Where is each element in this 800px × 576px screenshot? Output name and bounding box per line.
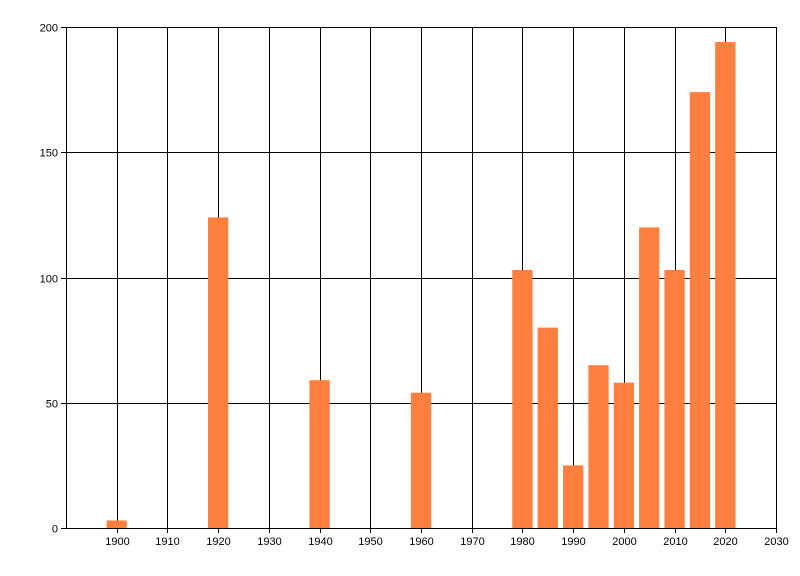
- x-tick-label: 1910: [155, 536, 179, 548]
- x-tick-label: 1970: [460, 536, 484, 548]
- y-tick-label: 50: [46, 399, 58, 411]
- y-tick-label: 100: [40, 274, 58, 286]
- x-tick-label: 1960: [409, 536, 433, 548]
- bar-1940: [309, 380, 330, 528]
- y-tick-label: 0: [52, 524, 58, 536]
- x-tick-label: 1900: [105, 536, 129, 548]
- x-tick-label: 1930: [257, 536, 281, 548]
- bar-1980: [512, 269, 533, 528]
- x-tick-label: 2000: [612, 536, 636, 548]
- x-tick-label: 1980: [510, 536, 534, 548]
- bar-2005: [639, 227, 660, 528]
- y-tick-label: 150: [40, 148, 58, 160]
- bar-1985: [537, 327, 558, 528]
- x-tick-label: 2030: [764, 536, 788, 548]
- bar-2020: [715, 42, 736, 528]
- x-tick-label: 1940: [308, 536, 332, 548]
- y-tick-label: 200: [40, 23, 58, 35]
- bars-layer: [106, 42, 736, 528]
- bar-1960: [410, 392, 432, 528]
- bar-2000: [613, 382, 634, 528]
- x-tick-label: 2020: [713, 536, 737, 548]
- bar-2015: [689, 92, 711, 528]
- axis-layer: [61, 27, 777, 533]
- bar-1900: [106, 520, 127, 528]
- bar-1990: [563, 465, 584, 528]
- bar-2010: [664, 269, 685, 528]
- x-tick-label: 1920: [206, 536, 230, 548]
- bar-1995: [588, 365, 609, 528]
- x-tick-label: 2010: [663, 536, 687, 548]
- bar-1920: [208, 217, 229, 528]
- x-tick-label: 1990: [561, 536, 585, 548]
- x-tick-label: 1950: [358, 536, 382, 548]
- tick-label-layer: 0 50 100 150 200 1900 1910 1920 1930 1940 1950 1960…: [40, 23, 789, 549]
